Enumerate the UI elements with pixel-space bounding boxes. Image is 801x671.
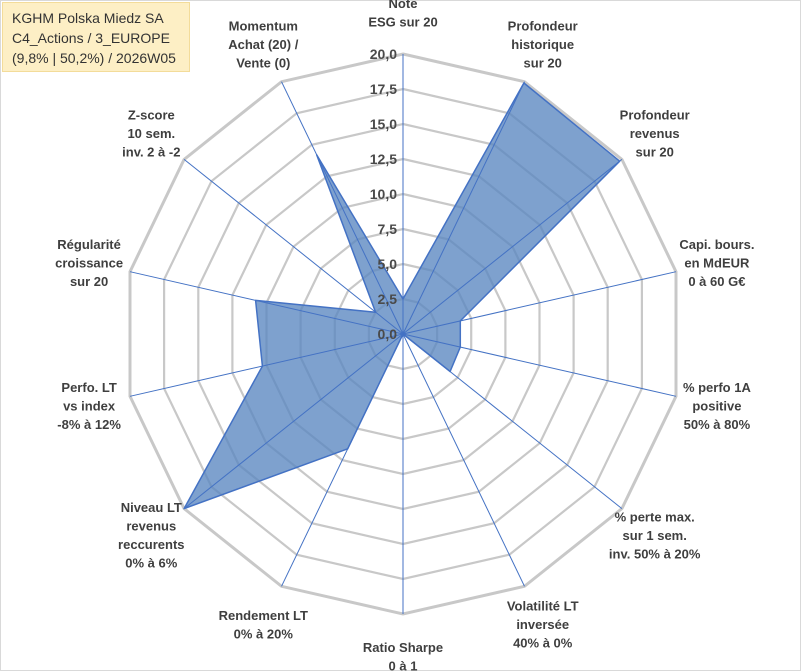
axis-label-11: Régularité croissance sur 20 [55,237,123,289]
axis-label-13: Momentum Achat (20) / Vente (0) [228,18,298,70]
title-line-category: C4_Actions / 3_EUROPE [12,30,170,46]
axis-label-6: Volatilité LT inversée 40% à 0% [507,599,579,651]
tick-label-7: 17,5 [370,81,397,97]
tick-label-6: 15,0 [370,116,397,132]
spoke-13 [281,81,404,335]
spoke-10 [129,333,404,397]
axis-label-1: Profondeur historique sur 20 [508,18,578,70]
spoke-4 [402,333,677,397]
axis-label-0: Note ESG sur 20 [368,0,437,29]
axis-label-7: Ratio Sharpe 0 à 1 [363,640,443,671]
spoke-2 [402,159,623,335]
spoke-1 [402,81,525,335]
tick-label-5: 12,5 [370,151,397,167]
axis-label-12: Z-score 10 sem. inv. 2 à -2 [122,108,180,160]
spoke-11 [129,271,404,335]
spoke-9 [183,333,404,509]
tick-label-4: 10,0 [370,186,397,202]
radar-spokes [129,54,677,614]
radar-axis-labels: Note ESG sur 20 Profondeur historique sur 20… [55,0,754,671]
axis-label-8: Rendement LT 0% à 20% [219,608,308,642]
spoke-3 [402,271,677,335]
title-line-period: (9,8% | 50,2%) / 2026W05 [12,50,176,66]
title-line-company: KGHM Polska Miedz SA [12,10,164,26]
axis-label-5: % perte max. sur 1 sem. inv. 50% à 20% [609,509,701,561]
spoke-12 [183,159,404,335]
radar-series [183,82,621,510]
spoke-5 [402,333,623,509]
spoke-6 [402,333,525,587]
tick-label-0: 0,0 [378,326,398,342]
tick-label-8: 20,0 [370,46,397,62]
axis-label-4: % perfo 1A positive 50% à 80% [683,380,752,432]
tick-label-1: 2,5 [378,291,398,307]
tick-label-2: 5,0 [378,256,398,272]
axis-label-3: Capi. bours. en MdEUR 0 à 60 G€ [679,237,754,289]
axis-label-10: Perfo. LT vs index -8% à 12% [57,380,121,432]
axis-label-9: Niveau LT revenus reccurents 0% à 6% [118,500,184,571]
axis-label-2: Profondeur revenus sur 20 [620,108,690,160]
title-box: KGHM Polska Miedz SA C4_Actions / 3_EURO… [2,2,190,72]
radar-tick-labels: 0,0 2,5 5,0 7,5 10,0 12,5 15,0 17,5 20,0 [370,46,397,342]
series-area [183,82,621,510]
spoke-8 [281,333,404,587]
tick-label-3: 7,5 [378,221,398,237]
